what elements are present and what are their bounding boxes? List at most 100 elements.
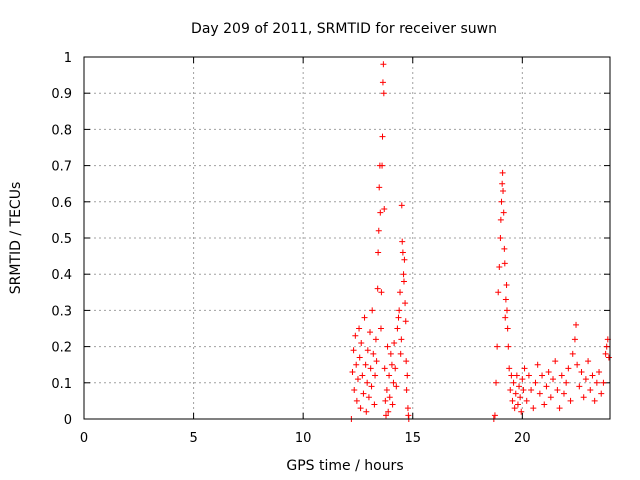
chart-title: Day 209 of 2011, SRMTID for receiver suw… bbox=[191, 21, 497, 37]
y-tick-label: 0.5 bbox=[51, 232, 72, 247]
data-point bbox=[552, 358, 559, 365]
data-point bbox=[371, 401, 378, 408]
data-point bbox=[573, 321, 580, 328]
data-point bbox=[494, 343, 501, 350]
data-point bbox=[536, 390, 543, 397]
data-point bbox=[539, 372, 546, 379]
data-point bbox=[396, 307, 403, 314]
y-axis-label: SRMTID / TECUs bbox=[8, 182, 24, 295]
data-point bbox=[596, 368, 603, 375]
data-point bbox=[550, 376, 557, 383]
data-point bbox=[501, 260, 508, 267]
data-point bbox=[556, 405, 563, 412]
data-point bbox=[569, 350, 576, 357]
y-tick-label: 0.1 bbox=[51, 377, 72, 392]
data-point bbox=[388, 361, 395, 368]
data-point bbox=[571, 336, 578, 343]
data-point bbox=[386, 394, 393, 401]
y-tick-label: 0.2 bbox=[51, 341, 72, 356]
data-point bbox=[514, 401, 521, 408]
y-tick-label: 0.3 bbox=[51, 304, 72, 319]
data-point bbox=[602, 350, 609, 357]
data-point bbox=[580, 394, 587, 401]
data-point bbox=[574, 361, 581, 368]
data-point bbox=[525, 372, 532, 379]
data-point bbox=[563, 379, 570, 386]
data-point bbox=[391, 339, 398, 346]
data-point bbox=[399, 249, 406, 256]
data-point bbox=[585, 358, 592, 365]
data-point bbox=[375, 249, 382, 256]
data-point bbox=[393, 383, 400, 390]
data-point bbox=[503, 282, 510, 289]
x-tick-label: 15 bbox=[404, 431, 421, 446]
data-point bbox=[389, 401, 396, 408]
data-point bbox=[364, 347, 371, 354]
data-point bbox=[528, 387, 535, 394]
data-point bbox=[400, 271, 407, 278]
data-point bbox=[377, 325, 384, 332]
y-tick-label: 0.8 bbox=[51, 123, 72, 138]
data-point bbox=[499, 169, 506, 176]
data-point bbox=[591, 397, 598, 404]
y-tick-label: 1 bbox=[64, 51, 72, 66]
data-point bbox=[369, 307, 376, 314]
data-point bbox=[372, 336, 379, 343]
data-point bbox=[506, 365, 513, 372]
data-point bbox=[582, 376, 589, 383]
data-point bbox=[352, 332, 359, 339]
data-point bbox=[511, 405, 518, 412]
x-tick-label: 20 bbox=[514, 431, 531, 446]
data-point bbox=[587, 387, 594, 394]
data-point bbox=[403, 387, 410, 394]
data-point bbox=[560, 390, 567, 397]
data-point bbox=[504, 325, 511, 332]
y-tick-label: 0.4 bbox=[51, 268, 72, 283]
data-point bbox=[600, 379, 607, 386]
data-point bbox=[379, 79, 386, 86]
data-point bbox=[381, 206, 388, 213]
data-point bbox=[554, 387, 561, 394]
data-point bbox=[368, 383, 375, 390]
data-point bbox=[503, 307, 510, 314]
data-point bbox=[350, 347, 357, 354]
data-point bbox=[398, 202, 405, 209]
data-point bbox=[367, 329, 374, 336]
data-point bbox=[353, 397, 360, 404]
data-point bbox=[379, 162, 386, 169]
data-point bbox=[397, 289, 404, 296]
data-point bbox=[502, 314, 509, 321]
y-tick-label: 0.9 bbox=[51, 87, 72, 102]
data-point bbox=[576, 383, 583, 390]
data-point bbox=[362, 361, 369, 368]
data-point bbox=[370, 350, 377, 357]
data-point bbox=[558, 372, 565, 379]
data-point bbox=[387, 350, 394, 357]
data-point bbox=[404, 372, 411, 379]
data-point bbox=[372, 372, 379, 379]
data-point bbox=[493, 379, 500, 386]
data-point bbox=[383, 387, 390, 394]
data-point bbox=[512, 390, 519, 397]
data-point bbox=[385, 408, 392, 415]
x-tick-labels: 0 5 10 15 20 bbox=[80, 431, 531, 446]
data-point bbox=[545, 368, 552, 375]
data-point bbox=[401, 256, 408, 263]
data-point bbox=[380, 90, 387, 97]
data-point bbox=[380, 61, 387, 68]
data-point bbox=[605, 354, 612, 361]
data-point bbox=[499, 180, 506, 187]
data-point bbox=[402, 318, 409, 325]
data-point bbox=[500, 209, 507, 216]
data-point bbox=[384, 343, 391, 350]
y-tick-label: 0.7 bbox=[51, 160, 72, 175]
y-tick-labels: 0 0.1 0.2 0.3 0.4 0.5 0.6 0.7 0.8 0.9 1 bbox=[51, 51, 72, 428]
data-point bbox=[392, 365, 399, 372]
data-point bbox=[501, 245, 508, 252]
data-point bbox=[353, 361, 360, 368]
data-point bbox=[513, 372, 520, 379]
data-point bbox=[521, 365, 528, 372]
data-point bbox=[361, 314, 368, 321]
data-point bbox=[394, 325, 401, 332]
